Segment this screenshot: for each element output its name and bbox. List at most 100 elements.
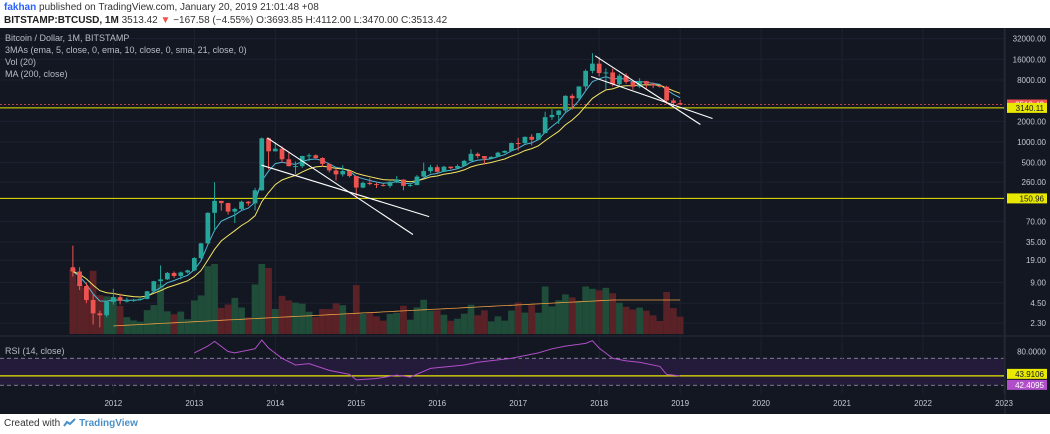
candle <box>630 80 636 90</box>
candle-body <box>542 117 548 134</box>
candle <box>279 146 285 163</box>
candle <box>293 161 298 175</box>
y-tick-label: 70.00 <box>1026 217 1047 226</box>
candle <box>205 212 211 245</box>
volume-bar <box>136 321 144 334</box>
candle-body <box>198 243 204 259</box>
candle-body <box>441 166 447 172</box>
candle <box>482 156 487 165</box>
price-axis[interactable]: 32000.00 16000.00 8000.00 2000.00 1000.00 500… <box>1007 35 1047 390</box>
candle <box>576 86 582 100</box>
volume-bar <box>562 294 569 334</box>
volume-bar <box>325 309 333 334</box>
candle-body <box>225 203 231 212</box>
candle <box>198 242 204 260</box>
brand-name[interactable]: TradingView <box>79 418 138 429</box>
candle-body <box>482 156 487 159</box>
price-chart[interactable]: 32000.00 16000.00 8000.00 2000.00 1000.00 500… <box>0 28 1050 414</box>
trendline <box>261 164 430 218</box>
rsi-indicator <box>194 339 681 381</box>
candle-body <box>677 103 683 105</box>
volume-ma-line <box>113 299 681 327</box>
candle <box>70 245 76 277</box>
volume-bar <box>271 308 279 334</box>
moving-averages <box>72 77 681 327</box>
candle <box>596 57 602 77</box>
candle <box>259 137 265 191</box>
volume-bar <box>386 313 394 334</box>
candle <box>360 181 366 189</box>
candle-body <box>104 301 109 316</box>
candle <box>266 137 271 170</box>
candle <box>84 282 89 304</box>
rsi-band-fill <box>0 358 1004 386</box>
candle <box>178 271 184 280</box>
candle <box>529 134 535 146</box>
x-tick-label: 2012 <box>104 399 122 408</box>
candle <box>637 78 643 89</box>
candle-body <box>313 155 319 159</box>
volume-bar <box>521 312 529 334</box>
change-arrow-icon: ▼ <box>160 15 171 26</box>
candle <box>590 53 595 74</box>
trendlines <box>261 55 713 235</box>
volume-bar <box>265 267 272 334</box>
candle-body <box>387 181 393 186</box>
candle <box>583 69 589 91</box>
candle-body <box>522 136 528 144</box>
candle-body <box>117 297 123 301</box>
price-label: 3140.11 <box>1007 102 1047 113</box>
rsi-label-bg <box>1007 379 1047 390</box>
volume-bar <box>163 311 171 334</box>
x-tick-label: 2015 <box>347 399 365 408</box>
x-tick-label: 2019 <box>671 399 689 408</box>
candle-body <box>158 279 163 282</box>
ma-mid-line <box>72 84 681 298</box>
volume-bar <box>170 314 178 334</box>
volume-bars <box>69 264 684 334</box>
candle <box>428 164 433 174</box>
volume-bar <box>440 314 448 334</box>
symbol-info: BITSTAMP:BTCUSD, 1M 3513.42 ▼ −167.58 (−… <box>4 15 447 26</box>
candle-body <box>509 143 514 151</box>
candle-body <box>421 171 427 177</box>
volume-bar <box>231 297 239 334</box>
legend-rsi[interactable]: RSI (14, close) <box>5 346 65 356</box>
volume-bar <box>427 310 434 334</box>
candle <box>421 162 427 177</box>
candle <box>414 175 420 186</box>
candle <box>455 164 460 169</box>
x-tick-label: 2013 <box>185 399 203 408</box>
volume-bar <box>460 313 468 334</box>
legend-volume[interactable]: Vol (20) <box>5 57 36 67</box>
volume-bar <box>582 286 590 334</box>
candle <box>461 159 467 167</box>
candle-body <box>428 167 433 172</box>
volume-bar <box>339 305 347 334</box>
volume-bar <box>312 316 320 334</box>
volume-bar <box>474 315 482 334</box>
candle <box>164 271 170 280</box>
candle <box>239 200 244 211</box>
time-axis[interactable]: 2012 2013 2014 2015 2016 2017 2018 2019 2020 2021… <box>104 399 1013 408</box>
candle-body <box>455 165 460 169</box>
candle <box>110 288 116 305</box>
candle-body <box>306 155 312 157</box>
candle <box>644 80 649 90</box>
candle <box>542 111 548 134</box>
candle-body <box>245 201 251 204</box>
candle-body <box>380 185 386 187</box>
volume-bar <box>454 318 461 334</box>
candle-body <box>623 75 629 82</box>
author-name[interactable]: fakhan <box>4 2 37 13</box>
legend-3mas[interactable]: 3MAs (ema, 5, close, 0, ema, 10, close, … <box>5 45 247 55</box>
candle-body <box>185 270 190 273</box>
volume-bar <box>487 321 495 334</box>
volume-bar <box>379 320 387 334</box>
candle <box>657 84 663 88</box>
candle-body <box>590 63 595 71</box>
candle-body <box>191 258 197 271</box>
volume-bar <box>406 319 414 334</box>
legend-ma200[interactable]: MA (200, close) <box>5 69 68 79</box>
candle-body <box>326 163 332 171</box>
